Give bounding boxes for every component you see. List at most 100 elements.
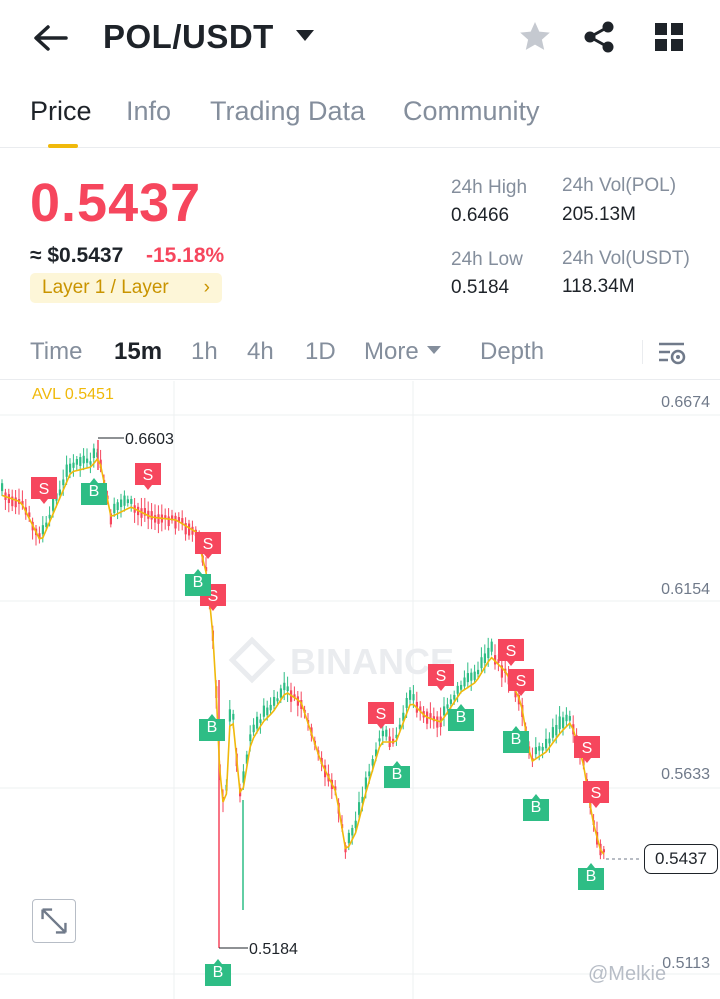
candle-body <box>283 682 286 691</box>
category-tag-label: Layer 1 / Layer <box>42 277 169 298</box>
caret-down-icon[interactable] <box>296 30 314 41</box>
interval-15m[interactable]: 15m <box>114 338 163 365</box>
credit-watermark: @Melkie <box>588 963 667 985</box>
candle-body <box>65 464 68 477</box>
candle-body <box>143 508 146 516</box>
tab-info[interactable]: Info <box>126 96 172 126</box>
axis-label-2: 0.6154 <box>661 581 710 598</box>
candle-body <box>157 514 160 524</box>
axis-label-3: 0.5633 <box>661 766 710 783</box>
candle-body <box>555 724 558 736</box>
candle-body <box>62 479 65 486</box>
candle-body <box>371 759 374 766</box>
candle-body <box>150 511 153 520</box>
price-change: -15.18% <box>146 244 225 267</box>
candle-body <box>432 716 435 722</box>
candle-body <box>262 705 265 717</box>
candle-body <box>89 461 92 465</box>
candle-body <box>279 688 282 698</box>
sell-marker: S <box>31 477 57 504</box>
candle-body <box>109 513 112 525</box>
interval-1d[interactable]: 1D <box>305 338 336 365</box>
interval-1h[interactable]: 1h <box>191 338 218 365</box>
candle-body <box>21 501 24 506</box>
interval-more-label: More <box>364 338 419 365</box>
tab-trading-data[interactable]: Trading Data <box>210 96 366 126</box>
candle-body <box>181 518 184 525</box>
candle-body <box>470 672 473 681</box>
back-arrow-icon[interactable] <box>30 20 70 56</box>
marker-label: S <box>516 673 527 690</box>
expand-icon[interactable] <box>32 899 76 943</box>
marker-shape <box>523 794 549 821</box>
candle-body <box>483 653 486 664</box>
candle-body <box>126 499 129 504</box>
candle-body <box>75 459 78 465</box>
divider <box>642 340 643 364</box>
candle-body <box>228 709 231 722</box>
interval-time[interactable]: Time <box>30 338 83 365</box>
pair-title[interactable]: POL/USDT <box>103 18 274 55</box>
candle-body <box>28 512 31 518</box>
candle-body <box>368 771 371 777</box>
candle-body <box>460 684 463 690</box>
candle-body <box>256 716 259 729</box>
tab-community[interactable]: Community <box>403 96 540 126</box>
watermark: BINANCE <box>228 636 454 684</box>
candle-body <box>402 712 405 721</box>
candle-body <box>358 802 361 815</box>
high-value: 0.6466 <box>451 205 510 226</box>
candle-body <box>296 696 299 706</box>
candle-body <box>184 523 187 535</box>
candle-body <box>252 724 255 733</box>
candle-body <box>167 516 170 527</box>
share-icon[interactable] <box>582 20 616 54</box>
chevron-right-icon: › <box>203 277 210 298</box>
tab-price[interactable]: Price <box>30 96 92 126</box>
candle-body <box>436 716 439 728</box>
interval-more[interactable]: More <box>364 338 441 366</box>
candle-body <box>412 694 415 701</box>
candle-body <box>534 747 537 755</box>
marker-label: S <box>591 785 602 802</box>
candle-body <box>11 496 14 507</box>
category-tag[interactable]: Layer 1 / Layer › <box>30 273 222 303</box>
candle-body <box>548 738 551 744</box>
interval-depth[interactable]: Depth <box>480 338 545 365</box>
marker-shape <box>199 714 225 741</box>
marker-label: B <box>213 964 224 981</box>
candle-body <box>405 698 408 708</box>
marker-shape <box>428 664 454 691</box>
candle-body <box>177 517 180 522</box>
marker-label: B <box>193 574 204 591</box>
candle-body <box>273 696 276 706</box>
marker-shape <box>31 477 57 504</box>
interval-4h[interactable]: 4h <box>247 338 274 365</box>
chart-settings-icon[interactable] <box>656 338 688 368</box>
candle-body <box>449 699 452 704</box>
sell-marker: S <box>583 781 609 808</box>
candle-body <box>375 749 378 757</box>
candle-body <box>92 448 95 459</box>
marker-label: B <box>456 709 467 726</box>
candle-body <box>429 713 432 720</box>
candle-body <box>538 746 541 751</box>
marker-label: S <box>582 740 593 757</box>
grid-icon[interactable] <box>654 22 684 52</box>
candles <box>1 440 605 948</box>
candle-body <box>48 514 51 519</box>
candle-body <box>477 669 480 675</box>
candle-body <box>174 515 177 529</box>
marker-shape <box>574 736 600 763</box>
marker-label: S <box>376 706 387 723</box>
star-icon[interactable] <box>518 20 552 54</box>
last-price: 0.5437 <box>30 173 202 233</box>
candle-body <box>82 455 85 464</box>
marker-shape <box>185 569 211 596</box>
candle-body <box>269 704 272 711</box>
marker-shape <box>503 726 529 753</box>
candle-body <box>113 503 116 514</box>
candle-body <box>347 832 350 844</box>
candle-body <box>38 533 41 539</box>
